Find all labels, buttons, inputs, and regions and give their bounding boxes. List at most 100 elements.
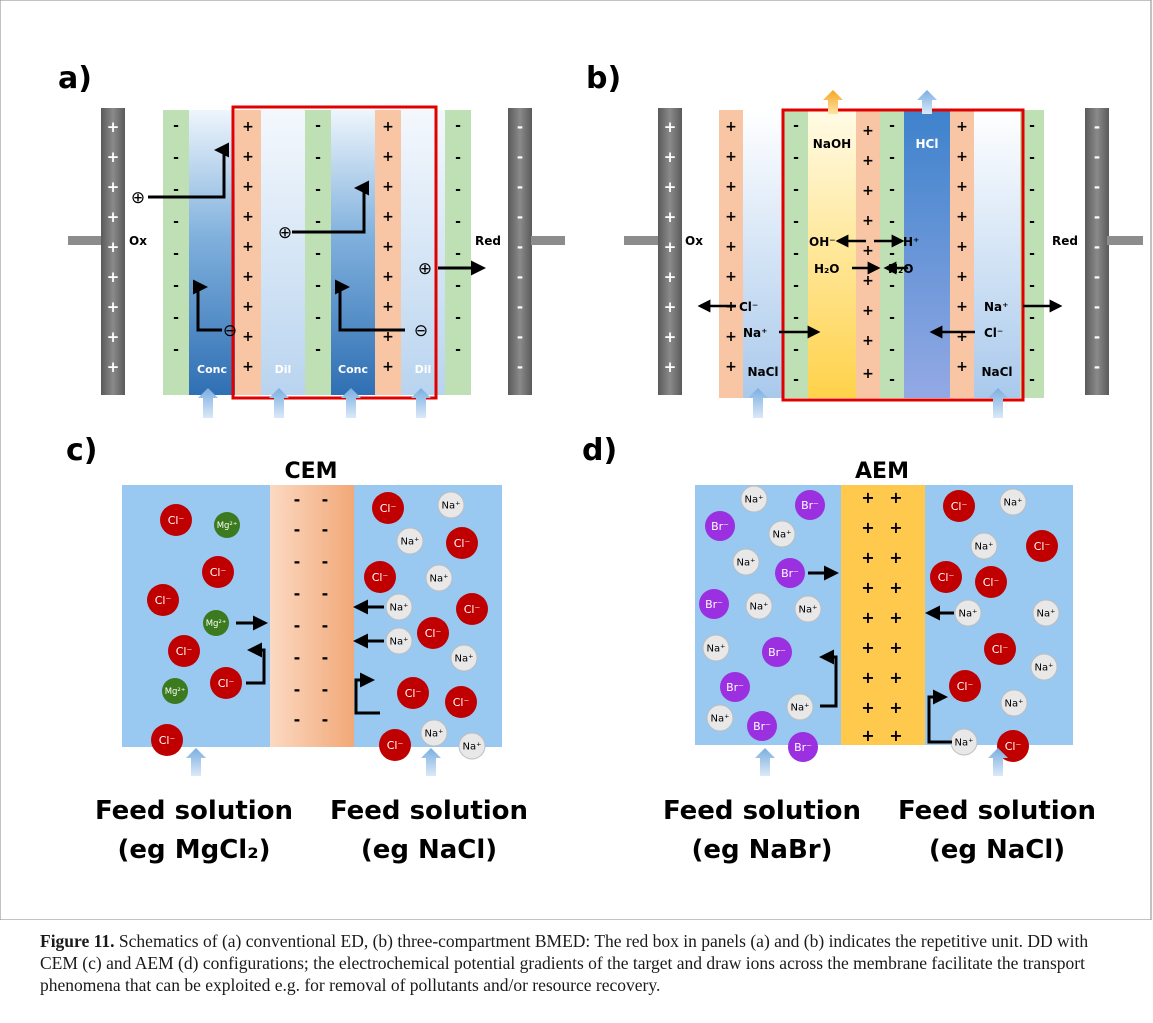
ion-br: Br⁻	[747, 711, 777, 741]
svg-text:+: +	[725, 149, 737, 165]
ion-na: Na⁺	[732, 548, 760, 576]
feed-label: Feed solution	[95, 796, 293, 826]
ion-na: Na⁺	[425, 564, 453, 592]
ion-cl: Cl⁻	[949, 670, 981, 702]
ion-cl: Cl⁻	[210, 667, 242, 699]
feed-label: Feed solution	[898, 796, 1096, 826]
nacl-channel	[974, 110, 1020, 398]
svg-text:+: +	[242, 119, 254, 135]
svg-text:+: +	[889, 668, 902, 687]
svg-text:+: +	[664, 178, 677, 196]
h2o-label: H₂O	[814, 262, 840, 276]
ion-cl-label: Cl⁻	[159, 734, 176, 747]
svg-text:-: -	[315, 278, 321, 294]
svg-text:-: -	[793, 214, 799, 230]
ion-na-bubble	[1032, 599, 1060, 627]
conc-channel	[331, 110, 375, 395]
ion-cl-label: Cl⁻	[1005, 740, 1022, 753]
svg-text:-: -	[294, 520, 301, 539]
ion-na-label: Na⁺	[463, 742, 482, 753]
ion-na: Na⁺	[450, 644, 478, 672]
svg-text:+: +	[242, 269, 254, 285]
cem-membrane	[719, 110, 743, 398]
ion-na-label: Na⁺	[750, 602, 769, 613]
ion-na: Na⁺	[458, 732, 486, 760]
h2o-label: H₂O	[888, 262, 914, 276]
svg-text:+: +	[242, 299, 254, 315]
svg-text:-: -	[889, 372, 895, 388]
cathode-electrode	[508, 108, 532, 395]
ion-mg-bubble	[214, 512, 240, 538]
svg-text:-: -	[294, 490, 301, 509]
svg-text:-: -	[1029, 182, 1035, 198]
svg-text:-: -	[294, 584, 301, 603]
ion-na-bubble	[970, 532, 998, 560]
dil-channel	[401, 110, 445, 395]
svg-text:-: -	[294, 616, 301, 635]
svg-text:+: +	[889, 578, 902, 597]
ion-cl-bubble	[147, 584, 179, 616]
ion-br-bubble	[788, 732, 818, 762]
svg-text:-: -	[315, 342, 321, 358]
svg-text:-: -	[889, 214, 895, 230]
svg-text:+: +	[862, 123, 874, 139]
svg-text:-: -	[1094, 208, 1100, 226]
cem-membrane	[235, 110, 261, 395]
svg-text:+: +	[889, 638, 902, 657]
ion-cl-bubble	[151, 724, 183, 756]
anion-symbol: ⊖	[414, 321, 428, 341]
ion-labels-b: OH⁻ H⁺ H₂O H₂O Cl⁻ Na⁺ Na⁺ Cl⁻	[739, 235, 1008, 340]
svg-text:-: -	[294, 648, 301, 667]
ion-cl: Cl⁻	[147, 584, 179, 616]
ion-cl: Cl⁻	[379, 729, 411, 761]
svg-text:+: +	[242, 359, 254, 375]
svg-text:-: -	[173, 150, 179, 166]
ion-cl: Cl⁻	[397, 677, 429, 709]
aem-membrane	[784, 110, 808, 398]
svg-text:-: -	[1029, 310, 1035, 326]
svg-text:-: -	[322, 552, 329, 571]
ion-cl: Cl⁻	[943, 490, 975, 522]
ion-cl-label: Cl⁻	[405, 687, 422, 700]
svg-text:+: +	[889, 608, 902, 627]
svg-text:+: +	[889, 726, 902, 745]
panel-d: d) AEM + + + + + + + + + + + + + + + + + + Na⁺ Br⁻…	[582, 433, 1096, 865]
oh-label: OH⁻	[809, 235, 836, 249]
svg-text:-: -	[173, 342, 179, 358]
naoh-label: NaOH	[813, 137, 851, 151]
svg-text:+: +	[725, 179, 737, 195]
svg-text:-: -	[322, 710, 329, 729]
ion-cl-bubble	[975, 566, 1007, 598]
svg-text:+: +	[862, 183, 874, 199]
channel-label-dil: Dil	[415, 363, 432, 376]
aem-membrane	[163, 110, 189, 395]
ion-na-label: Na⁺	[390, 637, 409, 648]
ion-br-label: Br⁻	[801, 499, 819, 512]
cathode-minus-signs: - - - - - - - - -	[1094, 118, 1100, 376]
red-label: Red	[475, 234, 501, 248]
ion-cl-label: Cl⁻	[425, 627, 442, 640]
svg-text:+: +	[382, 239, 394, 255]
h-label: H⁺	[903, 235, 919, 249]
inflow-arrow	[748, 388, 768, 418]
svg-text:-: -	[1029, 278, 1035, 294]
ion-na-label: Na⁺	[959, 609, 978, 620]
ion-cl-label: Cl⁻	[372, 571, 389, 584]
ion-na: Na⁺	[745, 592, 773, 620]
ion-na-bubble	[385, 627, 413, 655]
ion-cl-bubble	[379, 729, 411, 761]
svg-text:+: +	[956, 299, 968, 315]
ion-br: Br⁻	[705, 511, 735, 541]
ion-na-label: Na⁺	[745, 495, 764, 506]
svg-text:+: +	[107, 178, 120, 196]
svg-text:+: +	[861, 488, 874, 507]
ion-na-label: Na⁺	[1004, 498, 1023, 509]
svg-text:-: -	[322, 616, 329, 635]
ion-na: Na⁺	[1030, 653, 1058, 681]
ion-cl-label: Cl⁻	[218, 677, 235, 690]
svg-text:-: -	[1094, 238, 1100, 256]
ion-br-bubble	[747, 711, 777, 741]
panel-b: b) +++ +++ +++ --- --- --- Ox Red ++++ +…	[586, 61, 1143, 418]
svg-text:+: +	[664, 118, 677, 136]
svg-text:+: +	[861, 578, 874, 597]
